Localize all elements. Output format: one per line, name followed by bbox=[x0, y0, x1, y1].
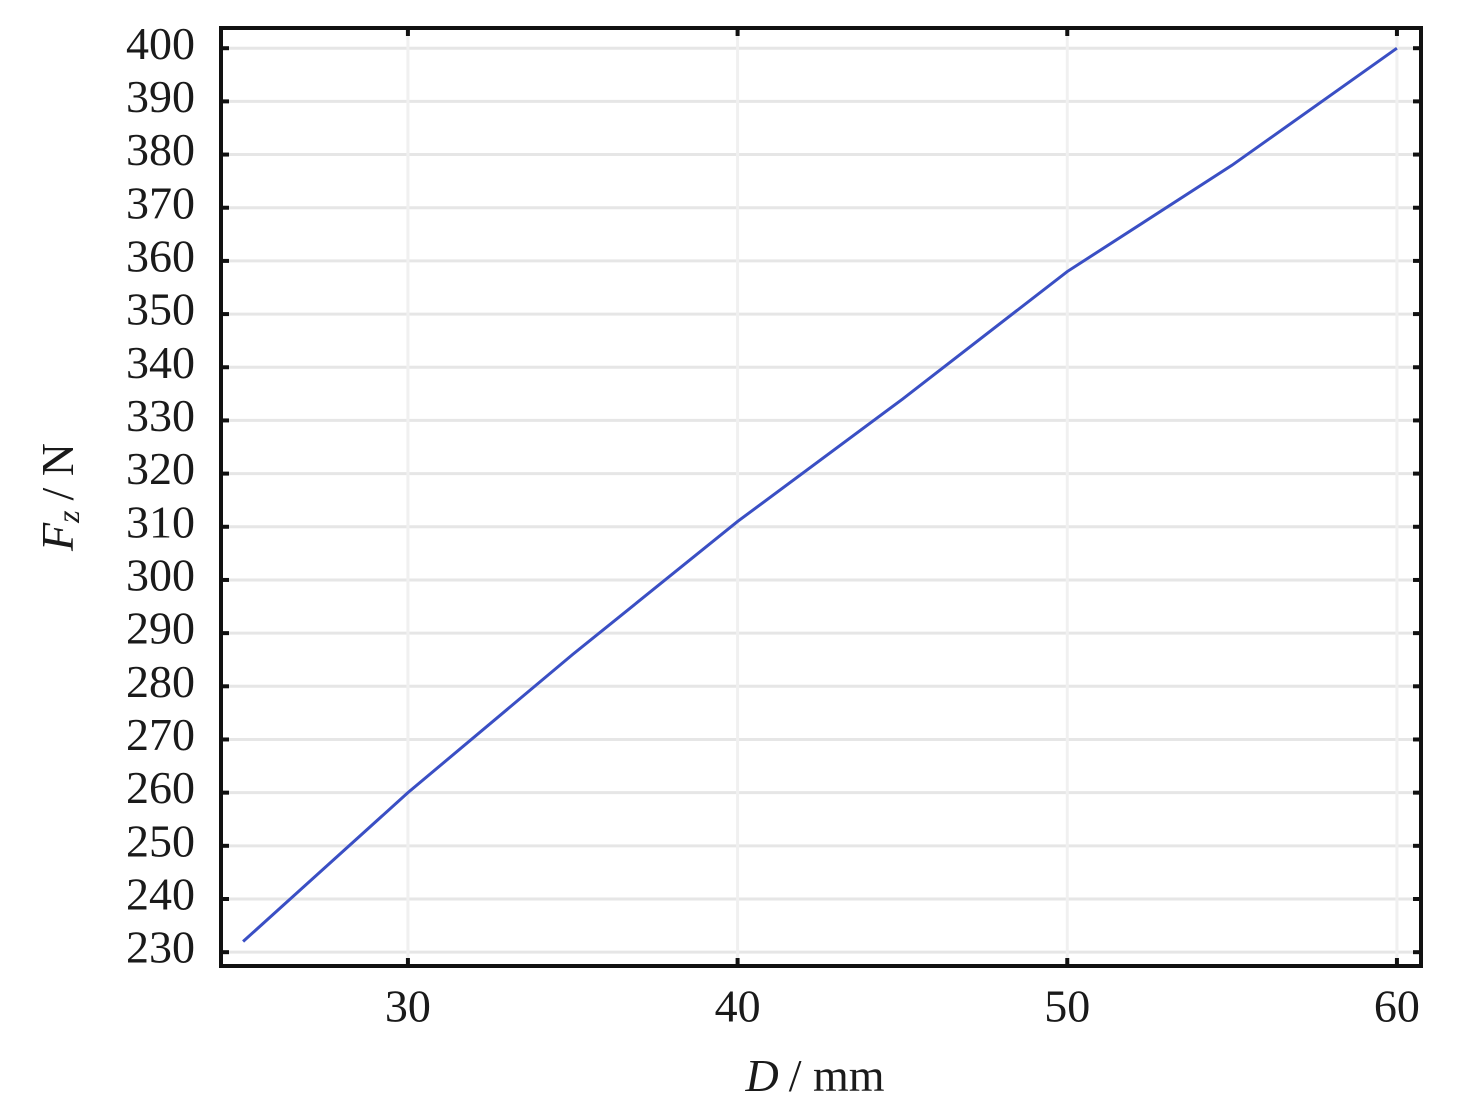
y-tick-label: 240 bbox=[126, 869, 195, 920]
x-tick-label: 50 bbox=[1044, 981, 1090, 1032]
x-label-symbol: D bbox=[744, 1050, 778, 1101]
y-tick-label: 250 bbox=[126, 815, 195, 866]
y-tick-label: 350 bbox=[126, 284, 195, 335]
y-tick-label: 290 bbox=[126, 603, 195, 654]
x-tick-label: 30 bbox=[385, 981, 431, 1032]
y-axis-label: Fz / N bbox=[32, 443, 87, 552]
y-tick-label: 310 bbox=[126, 496, 195, 547]
y-tick-label: 280 bbox=[126, 656, 195, 707]
y-tick-label: 340 bbox=[126, 337, 195, 388]
x-tick-label: 60 bbox=[1374, 981, 1420, 1032]
y-tick-label: 360 bbox=[126, 230, 195, 281]
y-label-unit: / N bbox=[32, 443, 83, 501]
y-tick-label: 230 bbox=[126, 922, 195, 973]
y-tick-label: 400 bbox=[126, 18, 195, 69]
y-tick-label: 300 bbox=[126, 550, 195, 601]
y-label-symbol: F bbox=[32, 522, 83, 552]
y-tick-label: 390 bbox=[126, 71, 195, 122]
x-axis-label: D / mm bbox=[744, 1050, 884, 1101]
y-tick-label: 260 bbox=[126, 762, 195, 813]
y-tick-label: 330 bbox=[126, 390, 195, 441]
y-tick-label: 370 bbox=[126, 177, 195, 228]
y-tick-label: 320 bbox=[126, 443, 195, 494]
data-line bbox=[242, 46, 1398, 943]
x-tick-label: 40 bbox=[715, 981, 761, 1032]
y-tick-label: 270 bbox=[126, 709, 195, 760]
x-label-unit: / mm bbox=[789, 1050, 885, 1101]
plot-frame bbox=[219, 26, 1423, 968]
y-label-subscript: z bbox=[50, 510, 86, 524]
y-tick-label: 380 bbox=[126, 124, 195, 175]
